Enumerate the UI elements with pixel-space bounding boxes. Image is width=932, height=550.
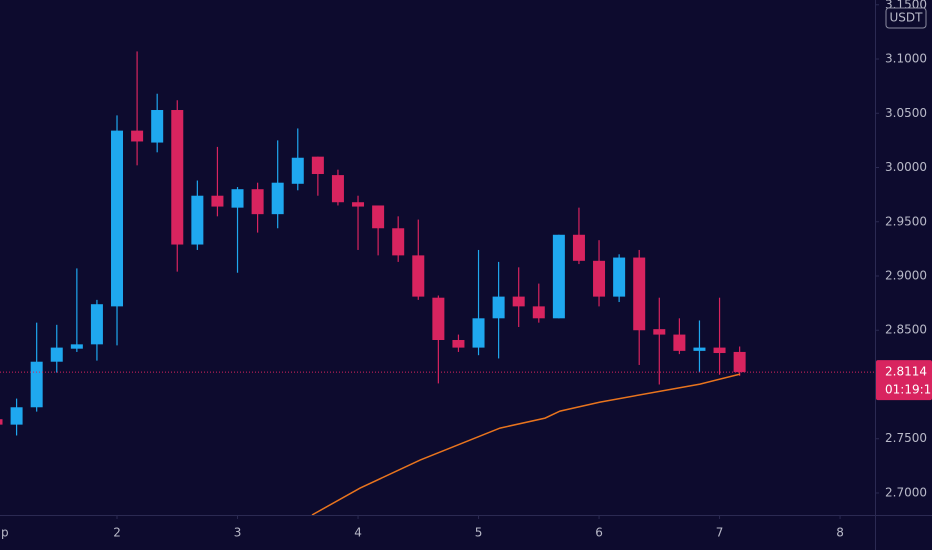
candle-body [352,202,365,207]
x-tick-label: 2 [113,526,121,540]
currency-label: USDT [890,11,924,25]
candle-body [251,189,264,215]
y-tick-label: 2.7500 [885,431,927,445]
y-tick-label: 3.0000 [885,160,927,174]
candle-body [50,347,63,362]
candle-body [331,175,344,203]
candle-body [70,344,83,349]
candle-body [552,234,565,319]
candle-body [733,351,746,373]
candle-body [653,329,666,335]
x-tick-label: 4 [354,526,362,540]
x-tick-label: 6 [595,526,603,540]
x-tick-label: 7 [716,526,724,540]
last-price-label: 2.8114 [885,365,927,379]
y-tick-label: 2.9500 [885,214,927,228]
candle-body [512,296,525,307]
candle-body [151,110,164,143]
candle-body [693,347,706,351]
candle-body [111,130,124,307]
candle-body [211,195,224,207]
candle-body [713,347,726,354]
candle-body [372,205,385,229]
candle-body [633,257,646,331]
candle-body [30,361,43,408]
candle-body [532,306,545,319]
candle-body [412,255,425,297]
last-price-box [876,360,932,401]
y-tick-label: 3.0500 [885,106,927,120]
candle-body [291,157,304,184]
candle-body [392,228,405,256]
candle-body [492,296,505,319]
candle-body [572,234,585,261]
candle-body [231,189,244,208]
candle-body [271,182,284,215]
candle-body [191,195,204,245]
candle-body [452,340,465,348]
candle-body [472,318,485,348]
countdown-label: 01:19:19 [885,383,932,397]
y-tick-label: 3.1000 [885,52,927,66]
x-tick-label: 8 [836,526,844,540]
y-tick-label: 2.9000 [885,268,927,282]
x-tick-label: 3 [234,526,242,540]
candle-body [613,257,626,297]
candle-body [90,304,103,345]
candle-body [171,110,184,245]
plot-area [0,51,875,515]
currency-badge [885,7,927,29]
candle-body [0,419,3,425]
y-tick-label: 2.7000 [885,485,927,499]
y-tick-label: 2.8500 [885,323,927,337]
candle-body [432,297,445,341]
candle-body [10,407,23,425]
moving-average-line [311,373,741,515]
x-tick-label: p [1,526,9,540]
y-tick-label: 3.1500 [885,0,927,11]
candle-body [593,260,606,297]
candle-body [673,334,686,351]
candle-body [131,130,144,142]
x-tick-label: 5 [475,526,483,540]
candle-body [311,156,324,175]
